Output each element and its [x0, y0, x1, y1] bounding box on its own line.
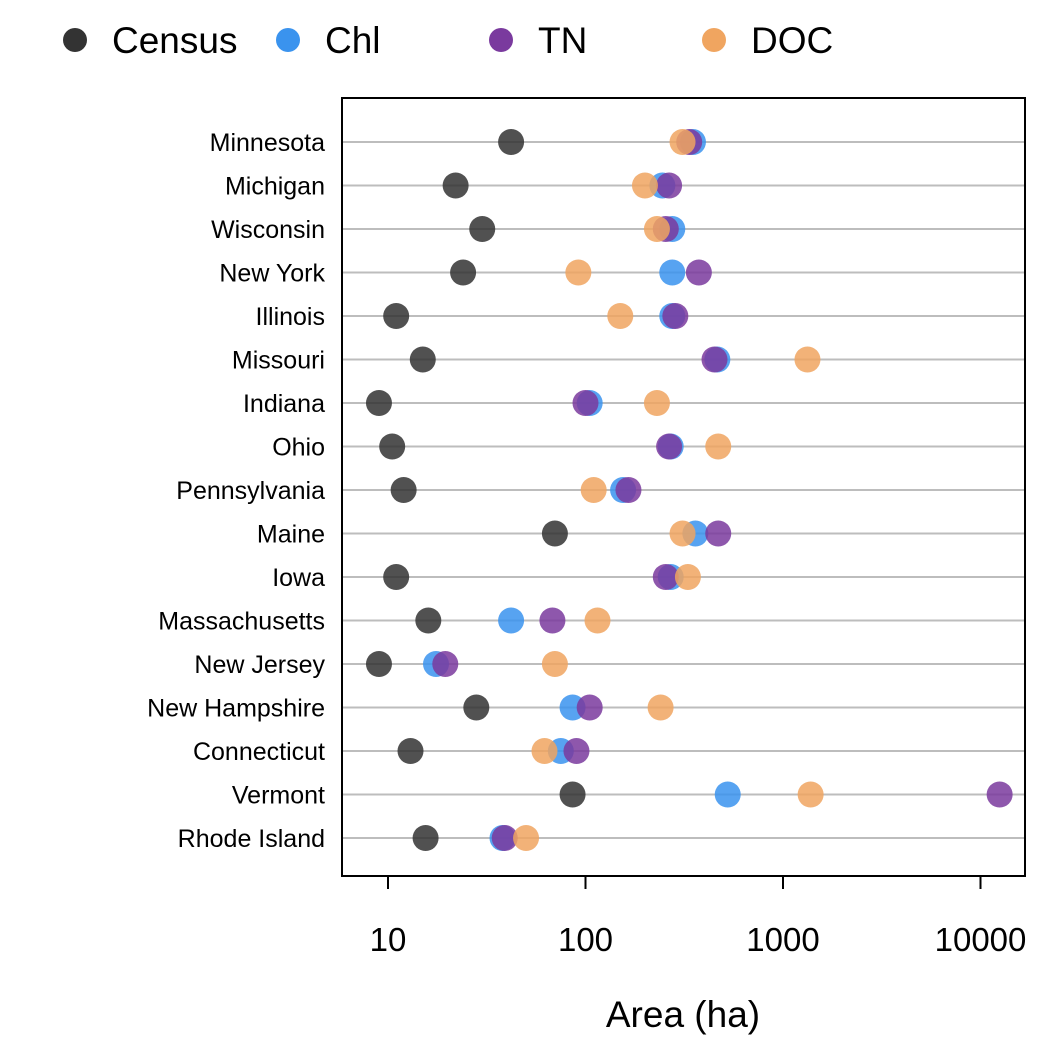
point-census-iowa — [383, 564, 410, 590]
point-doc-ohio — [705, 433, 732, 460]
data-points — [365, 129, 1013, 851]
point-tn-new-york — [685, 259, 712, 286]
legend-label-census: Census — [112, 20, 237, 61]
point-tn-connecticut — [563, 738, 590, 764]
y-tick-label-maine: Maine — [257, 521, 325, 549]
point-doc-illinois — [607, 303, 634, 329]
point-doc-rhode-island — [513, 825, 540, 851]
point-census-rhode-island — [412, 825, 439, 851]
point-census-missouri — [409, 346, 436, 373]
point-tn-iowa — [652, 564, 679, 590]
point-doc-missouri — [794, 346, 821, 373]
point-doc-new-york — [565, 259, 592, 286]
point-tn-rhode-island — [491, 825, 518, 851]
point-doc-michigan — [631, 172, 658, 199]
point-census-illinois — [383, 303, 410, 329]
point-census-new-hampshire — [463, 694, 490, 721]
y-tick-label-ohio: Ohio — [272, 434, 325, 462]
y-tick-label-indiana: Indiana — [243, 390, 325, 418]
gridlines — [342, 141, 1025, 839]
point-tn-michigan — [656, 172, 683, 199]
x-axis: 10 100 1000 10000 — [370, 876, 1027, 958]
x-tick-label-100: 100 — [558, 921, 613, 958]
plot-frame — [341, 97, 1026, 877]
point-chl-massachusetts — [498, 607, 525, 634]
point-tn-maine — [705, 520, 732, 547]
point-census-new-jersey — [365, 651, 392, 677]
y-tick-label-massachusetts: Massachusetts — [158, 608, 325, 636]
point-doc-iowa — [674, 564, 701, 590]
y-tick-label-connecticut: Connecticut — [193, 738, 325, 766]
point-doc-connecticut — [531, 738, 558, 764]
y-tick-label-illinois: Illinois — [256, 303, 325, 331]
point-census-new-york — [450, 259, 477, 286]
y-tick-label-iowa: Iowa — [272, 564, 325, 592]
point-tn-indiana — [572, 390, 599, 416]
point-doc-pennsylvania — [580, 477, 607, 503]
y-tick-label-rhode-island: Rhode Island — [178, 825, 325, 853]
legend-label-chl: Chl — [325, 20, 381, 61]
y-tick-label-minnesota: Minnesota — [210, 129, 325, 157]
legend-marker-census — [63, 28, 87, 52]
point-tn-missouri — [701, 346, 728, 373]
point-census-minnesota — [498, 129, 525, 155]
point-doc-vermont — [797, 781, 824, 808]
point-doc-massachusetts — [584, 607, 611, 634]
point-census-wisconsin — [469, 216, 496, 242]
point-tn-ohio — [656, 433, 683, 460]
y-tick-label-new-jersey: New Jersey — [194, 651, 325, 679]
point-census-connecticut — [397, 738, 424, 764]
point-chl-new-york — [659, 259, 686, 286]
point-doc-new-hampshire — [647, 694, 674, 721]
point-tn-vermont — [986, 781, 1013, 808]
point-doc-wisconsin — [643, 216, 670, 242]
y-tick-label-wisconsin: Wisconsin — [211, 216, 325, 244]
point-census-ohio — [379, 433, 406, 460]
point-doc-indiana — [643, 390, 670, 416]
point-chl-vermont — [714, 781, 741, 808]
legend-label-tn: TN — [538, 20, 587, 61]
x-axis-label: Area (ha) — [606, 994, 760, 1035]
legend-marker-tn — [489, 28, 513, 52]
point-doc-new-jersey — [541, 651, 568, 677]
y-tick-label-new-york: New York — [219, 260, 325, 288]
x-tick-label-10: 10 — [370, 921, 407, 958]
y-tick-label-missouri: Missouri — [232, 347, 325, 375]
point-census-indiana — [365, 390, 392, 416]
legend-label-doc: DOC — [751, 20, 833, 61]
legend-marker-doc — [702, 28, 726, 52]
point-census-pennsylvania — [390, 477, 417, 503]
point-tn-new-hampshire — [576, 694, 603, 721]
x-tick-label-10000: 10000 — [935, 921, 1027, 958]
point-tn-pennsylvania — [615, 477, 642, 503]
point-doc-minnesota — [669, 129, 696, 155]
point-tn-massachusetts — [539, 607, 566, 634]
x-tick-label-1000: 1000 — [746, 921, 819, 958]
point-tn-illinois — [662, 303, 689, 329]
y-tick-label-vermont: Vermont — [232, 782, 325, 810]
point-doc-maine — [669, 520, 696, 547]
point-census-michigan — [442, 172, 469, 199]
point-census-maine — [541, 520, 568, 547]
point-census-massachusetts — [415, 607, 442, 634]
legend-marker-chl — [276, 28, 300, 52]
y-axis-tick-labels: Minnesota Michigan Wisconsin New York Illino… — [147, 129, 325, 853]
point-tn-new-jersey — [432, 651, 459, 677]
y-tick-label-pennsylvania: Pennsylvania — [176, 477, 325, 505]
legend: Census Chl TN DOC — [63, 20, 833, 61]
y-tick-label-new-hampshire: New Hampshire — [147, 695, 325, 723]
point-census-vermont — [559, 781, 586, 808]
y-tick-label-michigan: Michigan — [225, 173, 325, 201]
